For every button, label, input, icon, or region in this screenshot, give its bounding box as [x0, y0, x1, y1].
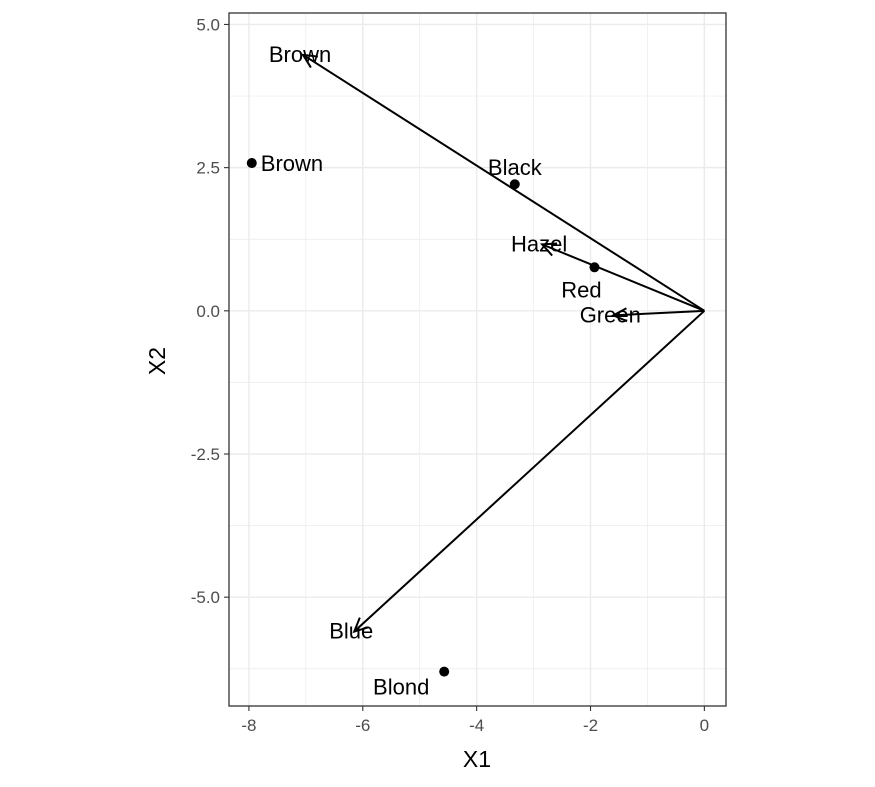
point-label: Black [488, 155, 543, 180]
loading-arrow-shaft [353, 310, 706, 633]
score-point [246, 158, 257, 169]
plot-panel [229, 13, 726, 706]
y-axis-ticks: -5.0 -2.5 0.0 2.5 5.0 [191, 15, 229, 607]
score-point [509, 179, 520, 190]
y-tick-label: 5.0 [196, 15, 220, 34]
loading-arrow-shaft [613, 309, 705, 317]
x-axis-title: X1 [463, 746, 491, 772]
score-point [439, 666, 450, 677]
x-tick-label: -2 [583, 716, 598, 735]
score-points [246, 158, 600, 677]
loading-arrow-head [610, 307, 628, 323]
y-tick-label: 0.0 [196, 302, 220, 321]
x-tick-label: -4 [469, 716, 484, 735]
panel-border [228, 12, 727, 707]
y-tick-label: -2.5 [191, 445, 220, 464]
loading-arrow-shaft [541, 243, 705, 312]
loading-arrows [301, 53, 706, 634]
arrow-label: Hazel [511, 231, 567, 256]
loading-arrow-head [301, 53, 319, 69]
y-tick-label: 2.5 [196, 159, 220, 178]
x-tick-label: -6 [355, 716, 370, 735]
point-labels: Brown Hazel Green Blue Brown Black Red Blond [261, 42, 641, 700]
point-label: Blond [373, 675, 429, 700]
loading-arrow-head [352, 617, 369, 634]
arrow-label: Green [580, 302, 641, 327]
loading-arrow-shaft [302, 53, 705, 312]
loading-arrow-head [539, 242, 558, 257]
x-tick-label: -8 [241, 716, 256, 735]
point-label: Red [561, 277, 601, 302]
y-tick-label: -5.0 [191, 588, 220, 607]
arrow-label: Blue [329, 619, 373, 644]
point-label: Brown [261, 151, 323, 176]
x-axis-ticks: -8 -6 -4 -2 0 [241, 706, 709, 735]
y-axis-title: X2 [144, 347, 170, 375]
grid-lines [229, 13, 726, 706]
arrow-label: Brown [269, 42, 331, 67]
x-tick-label: 0 [700, 716, 709, 735]
score-point [589, 262, 600, 273]
